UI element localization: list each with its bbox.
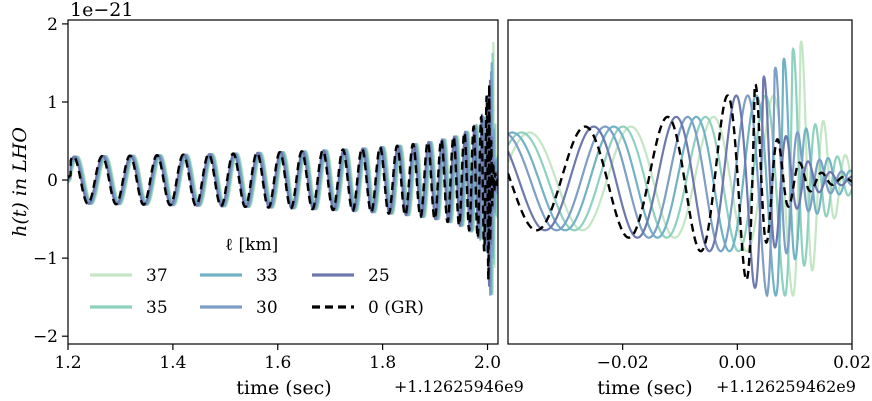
left-y-tick-label: 2 [47,15,58,35]
left-y-tick-label: 0 [47,171,58,191]
left-x-tick-label: 1.2 [54,353,81,373]
legend-title: ℓ [km] [225,235,278,255]
legend-entry-label: 0 (GR) [368,298,424,318]
series-line-30 [508,66,852,298]
series-line-37 [508,40,852,297]
left-y-ticks: −2 −1 0 1 2 [33,15,68,347]
series-line-33 [508,57,852,297]
legend-entry-label: 33 [256,266,278,286]
right-x-offset-label: +1.126259462e9 [716,377,856,396]
left-series-group [68,42,498,296]
legend-entry-label: 30 [256,298,278,318]
left-y-tick-label: 1 [47,93,58,113]
series-line-0-gr- [68,84,498,280]
left-x-axis-label: time (sec) [236,377,331,399]
y-scale-label: 1e−21 [70,0,133,21]
left-x-tick-label: 1.8 [369,353,396,373]
legend-entries: 37 35 33 30 25 0 (GR) [90,266,424,318]
right-x-tick-label: 0.02 [833,353,871,373]
left-x-offset-label: +1.12625946e9 [394,377,524,396]
left-x-tick-label: 1.6 [264,353,291,373]
left-x-tick-label: 1.4 [159,353,186,373]
right-x-tick-label: 0.00 [718,353,756,373]
legend-entry-label: 37 [146,266,168,286]
right-x-tick-label: −0.02 [597,353,649,373]
series-line-0-gr- [508,82,852,282]
right-series-group [508,40,852,298]
left-y-axis-label: h(t) in LHO [9,127,31,237]
series-line-30 [68,71,498,296]
left-y-tick-label: −2 [33,327,58,347]
legend: ℓ [km] 37 35 33 30 25 0 (GR) [90,235,424,318]
series-line-25 [508,74,852,290]
left-plot-panel: 1.2 1.4 1.6 1.8 2.0 −2 −1 0 1 2 [33,15,501,373]
right-x-ticks: −0.02 0.00 0.02 [597,344,871,373]
right-x-axis-label: time (sec) [597,377,692,399]
right-plot-panel: −0.02 0.00 0.02 [507,19,871,373]
legend-entry-label: 25 [368,266,390,286]
left-x-ticks: 1.2 1.4 1.6 1.8 2.0 [54,344,501,373]
legend-entry-label: 35 [146,298,168,318]
left-x-tick-label: 2.0 [474,353,501,373]
left-axes-frame [67,19,499,345]
right-axes-frame [507,19,853,345]
left-y-tick-label: −1 [33,249,58,269]
